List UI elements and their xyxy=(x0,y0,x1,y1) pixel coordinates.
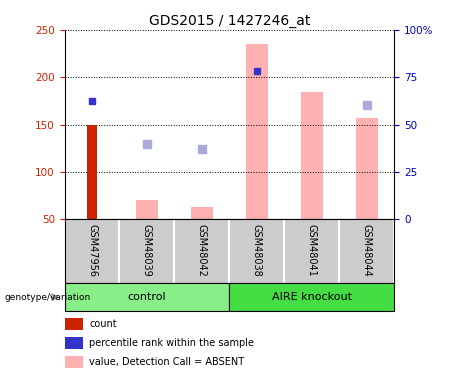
Bar xyxy=(65,337,83,349)
Text: AIRE knockout: AIRE knockout xyxy=(272,292,352,302)
Text: percentile rank within the sample: percentile rank within the sample xyxy=(89,338,254,348)
Text: count: count xyxy=(89,320,117,329)
Bar xyxy=(301,92,323,219)
Bar xyxy=(65,356,83,368)
Text: GSM48039: GSM48039 xyxy=(142,225,152,277)
Title: GDS2015 / 1427246_at: GDS2015 / 1427246_at xyxy=(148,13,310,28)
Text: genotype/variation: genotype/variation xyxy=(5,292,91,302)
Bar xyxy=(65,318,83,330)
Bar xyxy=(87,124,97,219)
Bar xyxy=(246,44,268,219)
Bar xyxy=(191,207,213,219)
Bar xyxy=(136,200,158,219)
Bar xyxy=(356,118,378,219)
Text: GSM48042: GSM48042 xyxy=(197,225,207,278)
Text: control: control xyxy=(128,292,166,302)
Text: GSM47956: GSM47956 xyxy=(87,225,97,278)
Text: GSM48044: GSM48044 xyxy=(362,225,372,277)
Text: GSM48041: GSM48041 xyxy=(307,225,317,277)
Bar xyxy=(65,283,229,311)
Text: GSM48038: GSM48038 xyxy=(252,225,262,277)
Bar xyxy=(229,283,394,311)
Text: value, Detection Call = ABSENT: value, Detection Call = ABSENT xyxy=(89,357,244,367)
